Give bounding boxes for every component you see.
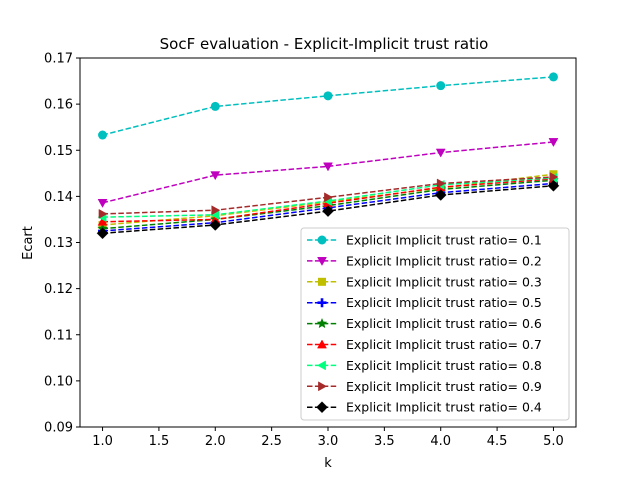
data-point xyxy=(210,171,221,181)
legend-label: Explicit Implicit trust ratio= 0.8 xyxy=(346,358,542,373)
data-point xyxy=(209,219,222,231)
legend-entry: Explicit Implicit trust ratio= 0.2 xyxy=(307,253,542,268)
legend-entry: Explicit Implicit trust ratio= 0.7 xyxy=(307,337,542,352)
x-tick-label: 3.0 xyxy=(318,434,339,449)
data-point xyxy=(322,205,334,217)
data-point xyxy=(434,189,447,201)
legend-box xyxy=(300,227,570,421)
data-point xyxy=(96,227,109,240)
legend-entry: Explicit Implicit trust ratio= 0.1 xyxy=(307,233,542,248)
legend-marker xyxy=(316,360,326,371)
axes: 1.0 1.5 2.0 2.5 3.0 3.5 4.0 4.5 5.0 0.09 0.10 0.11 0… xyxy=(44,52,577,449)
legend-entry: Explicit Implicit trust ratio= 0.6 xyxy=(307,316,542,331)
x-tick-label: 4.0 xyxy=(430,434,451,449)
data-point xyxy=(547,179,560,192)
x-tick-label: 5.0 xyxy=(543,434,564,449)
x-tick-label: 3.5 xyxy=(374,434,395,449)
series-1 xyxy=(98,72,558,140)
y-tick-label: 0.10 xyxy=(44,374,73,389)
legend-label: Explicit Implicit trust ratio= 0.1 xyxy=(346,233,542,248)
x-tick-label: 2.0 xyxy=(205,434,226,449)
legend-entry: Explicit Implicit trust ratio= 0.9 xyxy=(307,379,542,394)
data-point xyxy=(436,178,446,189)
data-point xyxy=(548,72,558,82)
legend-marker xyxy=(316,401,328,414)
data-point xyxy=(97,198,108,208)
data-point xyxy=(548,138,559,147)
series-line xyxy=(102,182,554,232)
data-point xyxy=(324,192,334,203)
data-point xyxy=(98,130,108,140)
legend-label: Explicit Implicit trust ratio= 0.9 xyxy=(346,379,542,394)
y-tick-label: 0.17 xyxy=(44,52,73,67)
legend-marker xyxy=(317,235,327,245)
series-9 xyxy=(96,179,560,240)
data-point xyxy=(323,91,333,101)
x-axis-label: k xyxy=(324,456,332,471)
plot-area xyxy=(96,72,560,240)
data-point xyxy=(97,216,108,226)
x-tick-label: 2.5 xyxy=(261,434,282,449)
legend-entry: Explicit Implicit trust ratio= 0.4 xyxy=(307,400,542,415)
y-tick-label: 0.09 xyxy=(44,421,73,436)
y-axis-label: Ecart xyxy=(21,226,36,260)
legend-marker xyxy=(317,339,327,349)
x-tick-label: 1.5 xyxy=(149,434,170,449)
y-tick-label: 0.12 xyxy=(44,282,73,297)
legend-label: Explicit Implicit trust ratio= 0.5 xyxy=(346,295,542,310)
x-tick-label: 4.5 xyxy=(487,434,508,449)
series-2 xyxy=(97,138,559,208)
series-8 xyxy=(98,172,559,219)
legend-marker xyxy=(317,298,327,308)
legend: Explicit Implicit trust ratio= 0.1 Explic… xyxy=(300,227,570,421)
chart-title: SocF evaluation - Explicit-Implicit trus… xyxy=(160,35,489,53)
data-point xyxy=(211,205,221,216)
legend-label: Explicit Implicit trust ratio= 0.7 xyxy=(346,337,542,352)
y-tick-label: 0.11 xyxy=(44,328,73,343)
y-tick-label: 0.14 xyxy=(44,190,73,205)
data-point xyxy=(323,162,333,172)
y-tick-label: 0.15 xyxy=(44,144,73,159)
legend-label: Explicit Implicit trust ratio= 0.4 xyxy=(346,400,542,415)
legend-marker xyxy=(318,381,328,392)
legend-label: Explicit Implicit trust ratio= 0.2 xyxy=(346,253,542,268)
data-point xyxy=(549,172,559,182)
legend-label: Explicit Implicit trust ratio= 0.6 xyxy=(346,316,542,331)
y-tick-label: 0.16 xyxy=(44,98,73,113)
legend-entry: Explicit Implicit trust ratio= 0.8 xyxy=(307,358,542,373)
legend-marker xyxy=(316,317,328,329)
data-point xyxy=(436,81,446,91)
legend-marker xyxy=(317,257,327,266)
data-point xyxy=(98,208,108,219)
legend-label: Explicit Implicit trust ratio= 0.3 xyxy=(346,274,542,289)
data-point xyxy=(210,101,220,111)
legend-entry: Explicit Implicit trust ratio= 0.5 xyxy=(307,295,542,310)
legend-marker xyxy=(318,277,326,286)
data-point xyxy=(435,148,446,158)
legend-entry: Explicit Implicit trust ratio= 0.3 xyxy=(307,274,542,289)
y-tick-label: 0.13 xyxy=(44,236,73,251)
x-tick-label: 1.0 xyxy=(92,434,113,449)
